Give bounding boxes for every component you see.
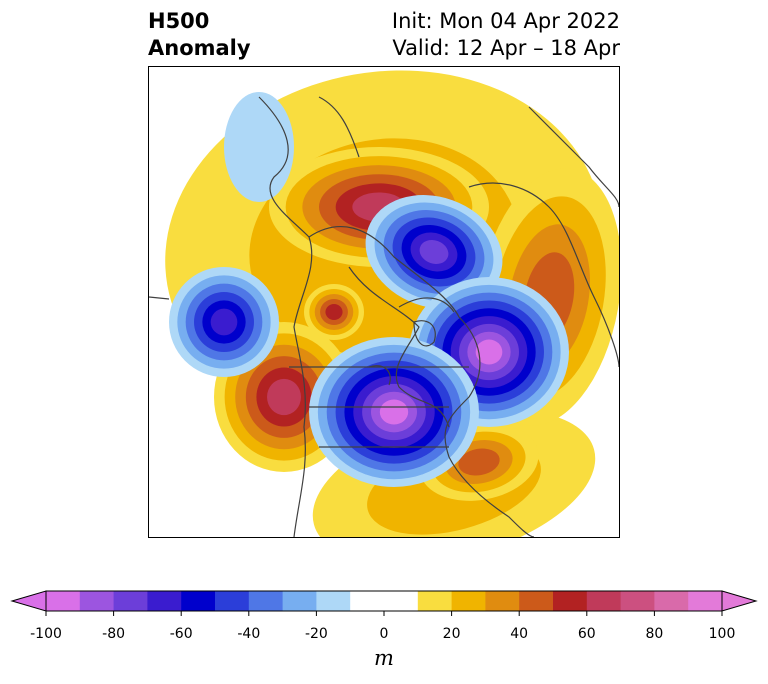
colorbar-segment <box>417 591 453 611</box>
map-title: H500 Anomaly <box>148 8 251 62</box>
colorbar-tick-label: 100 <box>708 626 736 642</box>
colorbar-tick-label: -20 <box>304 626 328 642</box>
coastline-segment <box>258 96 313 537</box>
colorbar-tick-label: 80 <box>645 626 664 642</box>
coastline-segment <box>308 226 481 458</box>
colorbar-segment <box>688 591 723 611</box>
colorbar-extend-low <box>10 590 47 612</box>
coastline-segment <box>448 456 535 537</box>
baffin-negative-level <box>475 339 503 365</box>
coastline-segment <box>413 320 436 347</box>
colorbar-segment <box>451 591 486 611</box>
coastline-segment <box>289 366 469 448</box>
western-atlantic-positive-level <box>458 448 500 476</box>
pacific-nw-positive-level <box>325 304 343 320</box>
colorbar-segment <box>586 591 622 611</box>
coastline-segment <box>318 96 360 158</box>
colorbar-segment <box>282 591 317 611</box>
alaska-negative-level <box>224 92 294 202</box>
colorbar-tick-label: -100 <box>30 626 62 642</box>
anomaly-contours <box>165 70 619 537</box>
colorbar-unit: m <box>374 646 394 670</box>
colorbar-segment <box>113 591 148 611</box>
colorbar-tick-label: -80 <box>102 626 126 642</box>
coastline-segment <box>368 365 391 386</box>
colorbar-segment <box>46 591 81 611</box>
colorbar-segment <box>248 591 284 611</box>
colorbar-segment <box>384 591 419 611</box>
coastline-segment <box>528 106 619 208</box>
colorbar-segment <box>620 591 655 611</box>
colorbar-segment <box>215 591 250 611</box>
coastline-segment <box>398 297 455 313</box>
colorbar-segment <box>485 591 520 611</box>
coastline-segment <box>348 266 450 428</box>
colorbar-segment <box>316 591 351 611</box>
gulf-alaska-negative-level <box>210 308 238 336</box>
colorbar-segment <box>350 591 385 611</box>
colorbar-tick-label: 60 <box>577 626 596 642</box>
west-coast-positive-level <box>267 378 301 416</box>
colorbar-tick-label: 20 <box>442 626 461 642</box>
init-date: Init: Mon 04 Apr 2022 <box>391 9 620 33</box>
valid-range: Valid: 12 Apr – 18 Apr <box>392 36 620 60</box>
colorbar-segment <box>79 591 115 611</box>
colorbar-tick-label: -60 <box>169 626 193 642</box>
coastline-segment <box>468 182 619 368</box>
colorbar-segment <box>181 591 216 611</box>
colorbar-tick-label: -40 <box>237 626 261 642</box>
forecast-dates: Init: Mon 04 Apr 2022 Valid: 12 Apr – 18… <box>392 8 620 62</box>
colorbar-segment <box>654 591 689 611</box>
colorbar-tick-label: 0 <box>379 626 389 642</box>
colorbar-tick-label: 40 <box>510 626 529 642</box>
colorbar <box>10 590 758 616</box>
colorbar-segments <box>10 590 758 616</box>
arctic-negative-level <box>419 240 449 264</box>
great-lakes-negative-level <box>379 399 409 425</box>
coastline-segment <box>149 296 170 300</box>
anomaly-map <box>148 66 620 538</box>
title-line-1: H500 <box>148 9 210 33</box>
coastlines <box>149 96 619 537</box>
colorbar-segment <box>147 591 182 611</box>
anomaly-map-canvas <box>149 70 619 537</box>
colorbar-extend-high <box>721 590 758 612</box>
colorbar-segment <box>553 591 588 611</box>
title-line-2: Anomaly <box>148 36 251 60</box>
colorbar-segment <box>519 591 554 611</box>
